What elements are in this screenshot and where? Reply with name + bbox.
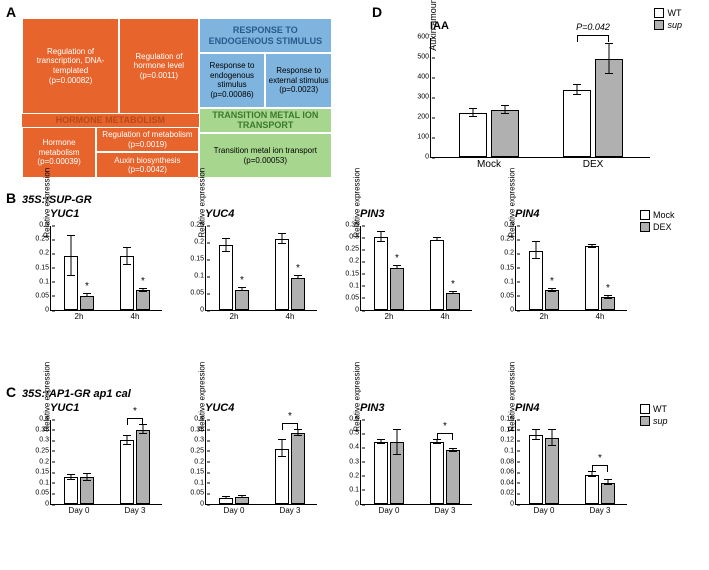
panel-d-chart: IAA WT sup Auxin amount (pmol/gFW) 01002… (392, 18, 672, 188)
panel-b-section: 35S::SUP-GR (22, 194, 92, 206)
panel-d-label: D (372, 4, 382, 20)
panel-c-section: 35S::AP1-GR ap1 cal (22, 388, 131, 400)
panel-c-label: C (6, 384, 16, 400)
panel-d-legend: WT sup (654, 8, 682, 30)
panel-b-label: B (6, 190, 16, 206)
treemap: Regulation of transcription, DNA-templat… (22, 18, 332, 178)
panel-d-ylabel: Auxin amount (pmol/gFW) (428, 0, 438, 50)
panel-b-legend: Mock DEX (640, 210, 675, 232)
panel-a-label: A (6, 4, 16, 20)
panel-c-legend: WT sup (640, 404, 668, 426)
